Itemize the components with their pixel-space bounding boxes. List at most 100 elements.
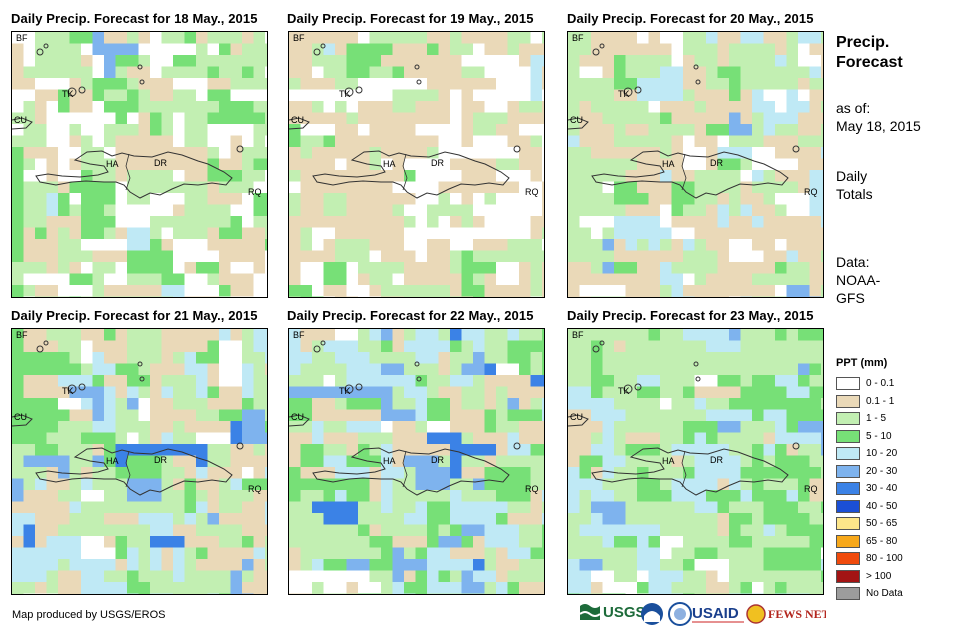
dhs-seal xyxy=(668,602,692,629)
place-label-ha: HA xyxy=(383,159,396,169)
map-panel-5: BF TK CU HA DR RQ xyxy=(288,328,545,595)
legend-swatch xyxy=(836,394,860,408)
data-source-3: GFS xyxy=(836,290,865,306)
place-label-tk: TK xyxy=(618,89,630,99)
place-label-bf: BF xyxy=(16,330,28,340)
place-label-ha: HA xyxy=(383,456,396,466)
place-label-bf: BF xyxy=(572,33,584,43)
place-label-dr: DR xyxy=(431,455,444,465)
coastline-outline xyxy=(568,43,800,199)
place-label-rq: RQ xyxy=(248,187,262,197)
legend-swatch xyxy=(836,517,860,530)
place-label-cu: CU xyxy=(14,115,27,125)
globe-icon xyxy=(746,604,766,624)
usgs-wave-icon xyxy=(579,604,601,620)
usgs-logo-text: USGS xyxy=(603,604,646,621)
legend-swatch xyxy=(836,447,860,460)
place-label-dr: DR xyxy=(710,158,723,168)
legend-label: 50 - 65 xyxy=(866,518,898,529)
data-source-1: Data: xyxy=(836,254,870,270)
map-panel-3: BF TK CU HA DR RQ xyxy=(567,31,824,298)
totals-line-1: Daily xyxy=(836,168,868,184)
place-label-ha: HA xyxy=(106,456,119,466)
sidebar-title-1: Precip. xyxy=(836,34,890,51)
legend-label: 80 - 100 xyxy=(866,553,903,564)
place-label-rq: RQ xyxy=(804,187,818,197)
data-source-2: NOAA- xyxy=(836,272,881,288)
legend-label: 10 - 20 xyxy=(866,448,898,459)
place-label-cu: CU xyxy=(570,115,583,125)
legend-swatch xyxy=(836,482,860,495)
sidebar-title-2: Forecast xyxy=(836,54,903,71)
place-label-ha: HA xyxy=(106,159,119,169)
usgs-logo: USGS xyxy=(578,602,662,629)
precip-raster xyxy=(568,32,823,297)
coastline-outline xyxy=(12,340,244,496)
place-label-bf: BF xyxy=(293,330,305,340)
usaid-logo: USAID xyxy=(692,602,746,629)
place-label-cu: CU xyxy=(291,412,304,422)
precip-raster xyxy=(289,329,544,594)
precip-raster xyxy=(568,329,823,594)
place-label-tk: TK xyxy=(339,386,351,396)
fewsnet-logo: FEWS NET xyxy=(746,602,830,629)
place-label-tk: TK xyxy=(618,386,630,396)
coastline-outline xyxy=(568,340,800,496)
totals-line-2: Totals xyxy=(836,186,873,202)
fewsnet-logo-graphic: FEWS NET xyxy=(746,604,830,624)
place-label-ha: HA xyxy=(662,456,675,466)
legend-swatch xyxy=(836,552,860,565)
place-label-bf: BF xyxy=(16,33,28,43)
place-label-rq: RQ xyxy=(248,484,262,494)
legend-label: 0.1 - 1 xyxy=(866,395,895,407)
legend-label: 20 - 30 xyxy=(866,465,898,477)
map-credit: Map produced by USGS/EROS xyxy=(12,609,166,621)
place-label-dr: DR xyxy=(431,158,444,168)
legend-label: 40 - 50 xyxy=(866,500,898,512)
map-panel-6: BF TK CU HA DR RQ xyxy=(567,328,824,595)
usaid-logo-text: USAID xyxy=(692,605,739,622)
legend-swatch xyxy=(836,412,860,425)
panel-title-3: Daily Precip. Forecast for 20 May., 2015 xyxy=(567,11,814,26)
usaid-logo-graphic: USAID xyxy=(692,605,744,623)
place-label-rq: RQ xyxy=(804,484,818,494)
precip-raster xyxy=(289,32,544,297)
place-label-cu: CU xyxy=(291,115,304,125)
place-label-tk: TK xyxy=(62,386,74,396)
legend-label: 30 - 40 xyxy=(866,483,898,494)
legend-swatch xyxy=(836,499,860,513)
legend-swatch xyxy=(836,429,860,443)
map-panel-1: BF TK CU HA DR RQ xyxy=(11,31,268,298)
coastline-outline xyxy=(12,43,244,199)
place-label-rq: RQ xyxy=(525,484,539,494)
panel-title-4: Daily Precip. Forecast for 21 May., 2015 xyxy=(11,308,258,323)
legend-label: 65 - 80 xyxy=(866,535,898,547)
panel-title-5: Daily Precip. Forecast for 22 May., 2015 xyxy=(287,308,534,323)
map-panel-4: BF TK CU HA DR RQ xyxy=(11,328,268,595)
legend-swatch xyxy=(836,534,860,548)
legend-label: No Data xyxy=(866,588,903,599)
coastline-outline xyxy=(289,340,521,496)
legend-label: > 100 xyxy=(866,570,892,582)
asof-date: May 18, 2015 xyxy=(836,118,921,134)
noaa-icon xyxy=(641,603,663,625)
legend-title: PPT (mm) xyxy=(836,357,888,369)
place-label-tk: TK xyxy=(62,89,74,99)
legend-label: 0 - 0.1 xyxy=(866,378,895,389)
place-label-tk: TK xyxy=(339,89,351,99)
legend-label: 5 - 10 xyxy=(866,430,892,442)
place-label-rq: RQ xyxy=(525,187,539,197)
panel-title-6: Daily Precip. Forecast for 23 May., 2015 xyxy=(567,308,814,323)
usgs-logo-graphic: USGS xyxy=(579,604,646,621)
legend-swatch xyxy=(836,587,860,600)
place-label-cu: CU xyxy=(570,412,583,422)
place-label-cu: CU xyxy=(14,412,27,422)
place-label-bf: BF xyxy=(293,33,305,43)
legend-swatch xyxy=(836,569,860,583)
precip-raster xyxy=(12,329,267,594)
fewsnet-logo-text: FEWS NET xyxy=(768,607,826,621)
place-label-dr: DR xyxy=(154,455,167,465)
place-label-bf: BF xyxy=(572,330,584,340)
map-panel-2: BF TK CU HA DR RQ xyxy=(288,31,545,298)
place-label-ha: HA xyxy=(662,159,675,169)
